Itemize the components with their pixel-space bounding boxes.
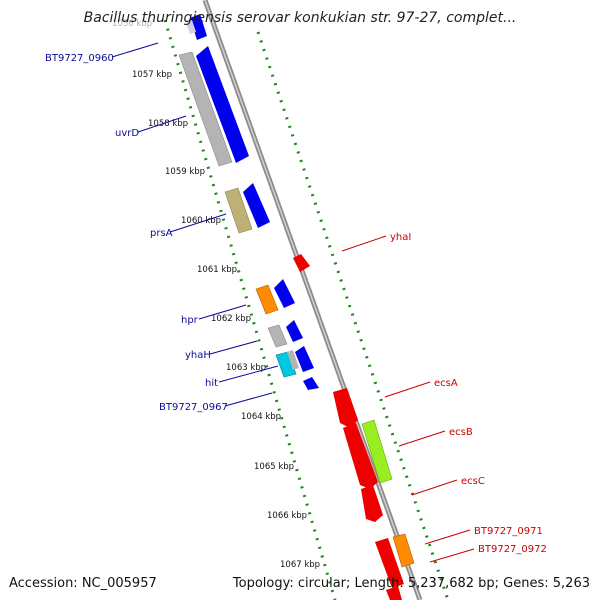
right-label-leader [411, 479, 458, 496]
tick-label: 1064 kbp [241, 412, 281, 422]
gene-label-right: ecsA [434, 378, 458, 389]
right-label-leader [429, 548, 475, 563]
ticks-layer: 1056 kbp 1057 kbp 1058 kbp 1059 kbp 1060 kbp… [112, 19, 320, 570]
topology-text: Topology: circular; Length: 5,237,682 bp… [232, 576, 590, 591]
gene-bottom-red [386, 586, 402, 600]
gene-ecsa [333, 388, 358, 428]
left-label-leader [137, 115, 187, 133]
gene-forward-top [190, 14, 207, 40]
left-label-leader [224, 392, 273, 407]
gene-label-left: uvrD [115, 128, 139, 139]
right-label-leader [341, 235, 387, 252]
gene-bt9727-0960 [178, 51, 233, 167]
tick-label: 1062 kbp [211, 314, 251, 324]
gene-label-left: BT9727_0960 [45, 53, 114, 64]
right-label-leader [384, 381, 431, 398]
tick-label: 1060 kbp [181, 216, 221, 226]
gene-yhah-forward [286, 320, 303, 342]
gene-label-right: BT9727_0971 [474, 526, 543, 537]
right-label-leader [424, 529, 471, 545]
gene-ecsb [343, 423, 378, 489]
gene-bt9727-0971 [375, 538, 404, 588]
gene-label-left: hpr [181, 315, 199, 326]
left-label-leader [198, 304, 247, 320]
gene-hpr [255, 284, 279, 315]
gene-bt9727-0972 [392, 533, 415, 568]
gene-hit-forward [295, 346, 314, 372]
gene-label-left: BT9727_0967 [159, 402, 228, 413]
tick-label: 1061 kbp [197, 265, 237, 275]
gene-label-right: yhaI [390, 232, 411, 243]
tick-label: 1058 kbp [148, 119, 188, 129]
right-label-leader [398, 430, 446, 447]
tick-label: 1067 kbp [280, 560, 320, 570]
tick-label: 1056 kbp [112, 19, 152, 29]
gene-label-right: ecsB [449, 427, 473, 438]
gene-hit-gray [287, 350, 299, 370]
right-dotted-track [256, 31, 450, 600]
gene-hit [275, 351, 297, 378]
tick-label: 1063 kbp [226, 363, 266, 373]
left-label-leader [209, 340, 258, 355]
accession-text: Accession: NC_005957 [9, 576, 157, 591]
left-dotted-track [163, 19, 337, 600]
map-title: Bacillus thuringiensis serovar konkukian… [84, 10, 517, 26]
tick-label: 1059 kbp [165, 167, 205, 177]
gene-ecsc [361, 485, 383, 522]
gene-gray-top [186, 20, 196, 34]
gene-ecsb-green [361, 419, 393, 484]
gene-label-right: ecsC [461, 476, 485, 487]
gene-hpr-forward [274, 279, 295, 308]
right-labels-layer: yhaI ecsA ecsB ecsC BT9727_0971 BT9727_0972 [341, 232, 547, 563]
tick-label: 1057 kbp [132, 70, 172, 80]
left-label-leader [218, 365, 279, 383]
gene-label-left: yhaH [185, 350, 211, 361]
tick-label: 1066 kbp [267, 511, 307, 521]
gene-yhai [293, 254, 310, 272]
genome-backbone-highlight [204, 0, 421, 600]
left-labels-layer: BT9727_0960 uvrD prsA hpr yhaH hit BT9727_0967 [45, 42, 279, 413]
left-label-leader [111, 42, 159, 58]
gene-bt9727-0967 [303, 377, 319, 390]
gene-yhah [267, 324, 288, 348]
gene-prsa-forward [243, 183, 270, 228]
gene-uvrd-forward [196, 46, 249, 163]
map-layer [163, 0, 450, 600]
tick-label: 1065 kbp [254, 462, 294, 472]
gene-prsa [224, 187, 253, 234]
left-label-leader [169, 213, 227, 233]
gene-label-right: BT9727_0972 [478, 544, 547, 555]
gene-label-left: hit [205, 378, 218, 389]
gene-label-left: prsA [150, 228, 173, 239]
